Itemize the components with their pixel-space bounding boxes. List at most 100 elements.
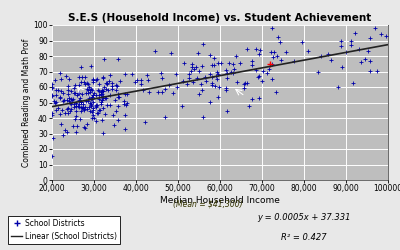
Point bbox=[188, 62, 195, 66]
Point bbox=[249, 59, 256, 63]
Point bbox=[54, 88, 61, 92]
Point bbox=[66, 99, 72, 103]
Point bbox=[81, 107, 87, 111]
Point bbox=[116, 95, 122, 99]
Point bbox=[87, 90, 94, 94]
Point bbox=[216, 85, 222, 89]
Point bbox=[50, 99, 57, 103]
Point bbox=[89, 93, 96, 97]
Point bbox=[132, 80, 138, 84]
Point bbox=[244, 47, 250, 51]
Point bbox=[124, 101, 130, 105]
Point bbox=[122, 127, 128, 131]
Point bbox=[107, 103, 113, 107]
Point bbox=[170, 91, 176, 95]
Point bbox=[88, 116, 95, 120]
Point bbox=[96, 82, 102, 86]
Point bbox=[49, 82, 55, 86]
Point bbox=[106, 93, 113, 97]
Point bbox=[146, 90, 153, 94]
Point bbox=[124, 92, 130, 96]
Point bbox=[66, 96, 72, 100]
Point bbox=[77, 96, 84, 100]
Point bbox=[84, 122, 90, 126]
Point bbox=[70, 97, 76, 101]
Point bbox=[90, 113, 96, 117]
Point bbox=[231, 67, 237, 71]
Point bbox=[57, 96, 63, 100]
Point bbox=[71, 86, 78, 90]
Point bbox=[190, 80, 196, 84]
Point bbox=[114, 57, 121, 61]
Point bbox=[348, 42, 354, 46]
Point bbox=[88, 97, 94, 101]
Point bbox=[198, 64, 205, 68]
Point bbox=[226, 61, 232, 65]
Point bbox=[215, 72, 222, 76]
Point bbox=[89, 110, 95, 114]
Point bbox=[162, 87, 168, 91]
Point bbox=[62, 128, 68, 132]
Point bbox=[186, 76, 192, 80]
Point bbox=[100, 56, 107, 60]
Point bbox=[86, 105, 92, 109]
Point bbox=[82, 82, 88, 86]
Point bbox=[99, 94, 106, 98]
Point bbox=[256, 96, 262, 100]
Point bbox=[70, 91, 77, 95]
Point bbox=[366, 36, 373, 40]
Point bbox=[78, 75, 85, 79]
Point bbox=[94, 111, 100, 115]
Point bbox=[207, 53, 214, 57]
Point bbox=[96, 108, 103, 112]
Point bbox=[241, 86, 248, 90]
Point bbox=[173, 72, 179, 76]
Point bbox=[328, 58, 334, 62]
Point bbox=[109, 87, 116, 91]
Point bbox=[211, 56, 218, 60]
Point bbox=[96, 97, 102, 101]
Point bbox=[335, 84, 341, 88]
Title: S.E.S (Household Income) vs. Student Achievement: S.E.S (Household Income) vs. Student Ach… bbox=[68, 13, 372, 23]
Point bbox=[73, 104, 80, 108]
Point bbox=[209, 75, 215, 79]
Point bbox=[372, 26, 378, 30]
Point bbox=[253, 68, 259, 72]
Point bbox=[269, 55, 276, 59]
Point bbox=[106, 80, 112, 84]
Point bbox=[278, 58, 284, 62]
Point bbox=[342, 50, 349, 54]
Point bbox=[49, 94, 55, 98]
Point bbox=[166, 83, 172, 87]
Point bbox=[98, 88, 105, 92]
Point bbox=[92, 119, 99, 123]
Point bbox=[271, 50, 278, 54]
Point bbox=[58, 122, 64, 126]
Point bbox=[350, 81, 356, 85]
Point bbox=[338, 44, 344, 48]
Point bbox=[70, 124, 76, 128]
Point bbox=[72, 117, 78, 121]
Point bbox=[365, 49, 372, 53]
Point bbox=[299, 40, 305, 44]
Point bbox=[68, 97, 74, 101]
Point bbox=[142, 120, 148, 124]
Point bbox=[104, 88, 111, 92]
Point bbox=[209, 81, 216, 85]
Point bbox=[362, 57, 368, 61]
Point bbox=[209, 64, 216, 68]
Point bbox=[81, 108, 87, 112]
Point bbox=[76, 83, 82, 87]
Point bbox=[100, 106, 106, 110]
Point bbox=[155, 90, 161, 94]
Point bbox=[93, 93, 100, 97]
Point bbox=[115, 96, 121, 100]
Point bbox=[91, 91, 97, 95]
Point bbox=[91, 116, 98, 120]
Point bbox=[65, 111, 72, 115]
Point bbox=[88, 102, 94, 106]
Point bbox=[304, 49, 311, 53]
Point bbox=[68, 89, 74, 93]
Point bbox=[193, 76, 200, 80]
Point bbox=[110, 113, 116, 117]
